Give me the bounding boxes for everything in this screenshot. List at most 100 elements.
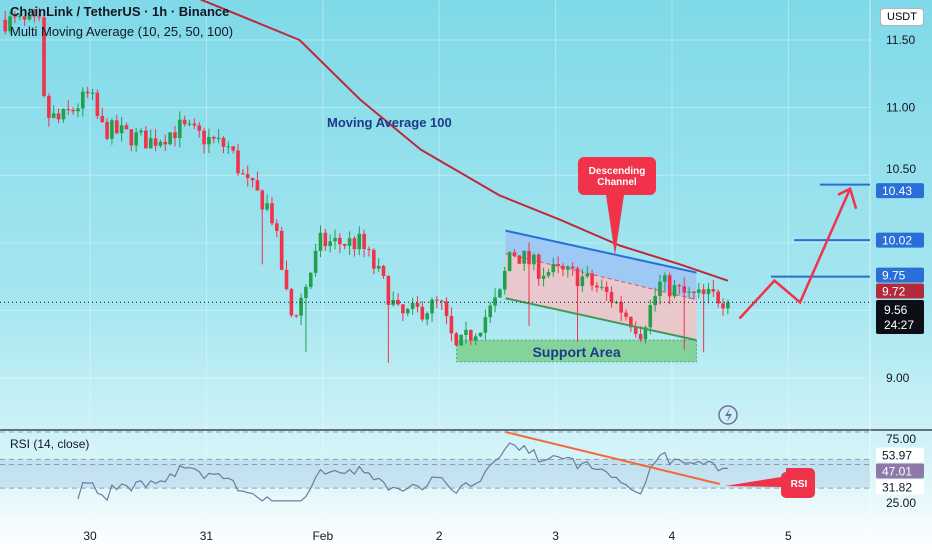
candle-body [37, 16, 41, 18]
candle-body [507, 252, 512, 271]
candle-body [663, 275, 667, 282]
candle-body [265, 203, 269, 210]
candle-body [367, 248, 371, 250]
candle-body [672, 285, 677, 297]
candle-body [352, 238, 357, 250]
rsi-trendline [505, 431, 720, 485]
ma100-price-tag [876, 283, 924, 299]
rsi-label[interactable]: RSI (14, close) [10, 437, 90, 451]
candle-body [357, 233, 362, 250]
rsi-callout-text: RSI [791, 479, 808, 490]
candle-body [95, 92, 100, 116]
candle-body [250, 178, 255, 181]
rsi-callout [725, 468, 815, 498]
candle-body [609, 291, 614, 303]
time-tick-label: 31 [200, 529, 214, 543]
candle-body [211, 136, 216, 139]
candle-body [13, 16, 17, 18]
candle-body [42, 17, 46, 97]
candle-body [76, 108, 80, 112]
candle-body [469, 329, 473, 341]
candle-body [483, 317, 488, 333]
candle-body [110, 120, 114, 139]
candle-body [372, 249, 376, 269]
ma100-price-tag-text: 9.72 [882, 285, 906, 299]
rsi-tick-label: 25.00 [886, 496, 916, 510]
candle-body [532, 254, 536, 265]
candle-body [144, 130, 148, 149]
candle-body [401, 304, 405, 314]
candle-body [163, 141, 168, 145]
candle-body [279, 230, 284, 270]
channel-bottom-line [505, 297, 697, 342]
candle-body [275, 223, 279, 231]
rsi-band-tag [876, 479, 924, 495]
candle-body [580, 276, 585, 287]
rsi-band-tag-text: 31.82 [882, 481, 912, 495]
candle-body [32, 15, 37, 17]
candle-body [333, 237, 337, 242]
candle-body [308, 272, 313, 287]
candle-body [226, 146, 231, 148]
candle-body [221, 137, 226, 147]
candle-body [459, 334, 463, 346]
candle-body [536, 254, 541, 279]
channel-upper-fill [505, 230, 697, 300]
candle-body [435, 299, 439, 301]
level-price-tag-text: 9.75 [882, 269, 906, 283]
candle-body [192, 123, 197, 126]
candle-body [139, 130, 143, 133]
candle-body [284, 269, 289, 290]
candle-body [692, 291, 696, 293]
candle-body [449, 316, 454, 334]
candle-body [323, 232, 328, 247]
candle-body [653, 296, 657, 306]
candle-body [270, 203, 274, 224]
arrow-head [837, 186, 858, 210]
projection-arrow [738, 188, 852, 320]
candle-body [522, 250, 526, 264]
candle-body [178, 119, 182, 139]
candle-body [289, 289, 294, 316]
channel-callout-text: Descending [589, 166, 646, 177]
currency-button[interactable]: USDT [880, 8, 924, 26]
candle-body [619, 302, 623, 313]
candle-body [439, 300, 444, 302]
rsi-line [77, 442, 728, 502]
candle-body [71, 109, 75, 112]
candle-body [546, 272, 551, 276]
candle-body [677, 285, 682, 287]
level-price-tag [876, 183, 924, 199]
time-tick-label: 30 [83, 529, 97, 543]
candle-body [604, 286, 609, 292]
candle-body [51, 113, 56, 118]
candle-body [512, 252, 517, 256]
lightning-icon [718, 405, 738, 425]
candle-body [590, 273, 594, 286]
candle-body [129, 129, 134, 146]
candle-body [342, 244, 347, 246]
last-price-text: 9.56 [884, 303, 908, 317]
candles [3, 7, 730, 363]
level-price-tag-text: 10.43 [882, 184, 912, 198]
candle-body [260, 190, 265, 210]
support-area [456, 339, 697, 363]
candle-body [202, 130, 206, 145]
time-tick-label: Feb [312, 529, 333, 543]
candle-body [493, 297, 497, 306]
candle-body [381, 265, 386, 276]
price-tick-label: 11.50 [886, 33, 915, 47]
candle-body [294, 315, 299, 317]
candle-body [464, 329, 468, 335]
channel-top-line [505, 229, 697, 274]
time-tick-label: 4 [669, 529, 676, 543]
candle-body [425, 313, 429, 320]
candle-body [687, 291, 691, 293]
candle-body [347, 238, 352, 246]
time-tick-label: 3 [552, 529, 559, 543]
candle-body [551, 264, 556, 273]
candle-body [231, 146, 235, 151]
indicator-label[interactable]: Multi Moving Average (10, 25, 50, 100) [10, 24, 234, 39]
candle-body [502, 270, 507, 290]
